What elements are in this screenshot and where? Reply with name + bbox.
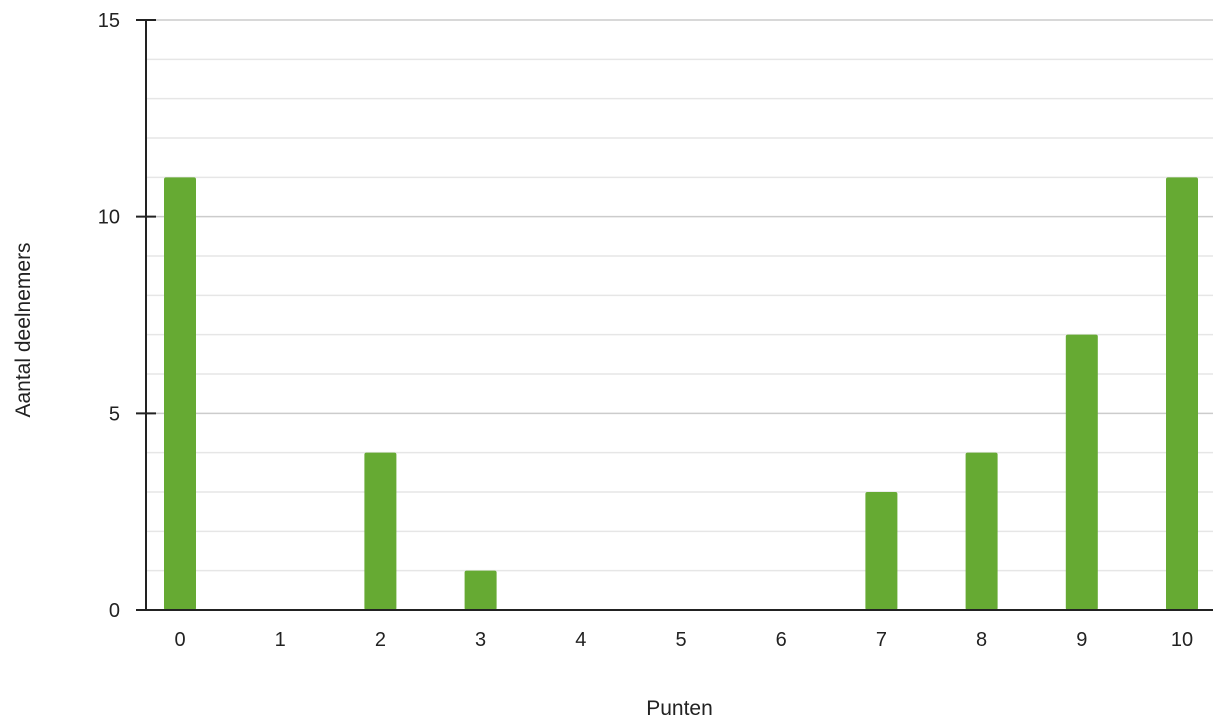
y-tick-label: 0: [109, 600, 120, 622]
y-tick-labels: 0 5 10 15: [98, 10, 156, 622]
y-tick-label: 10: [98, 207, 120, 229]
x-tick-label: 0: [174, 629, 185, 651]
bar: [1166, 177, 1198, 611]
x-tick-label: 8: [976, 629, 987, 651]
bar: [364, 452, 397, 610]
y-tick-label: 5: [109, 403, 120, 425]
x-tick-label: 9: [1076, 629, 1087, 651]
axes: [145, 20, 1213, 611]
x-axis-title: Punten: [646, 697, 713, 720]
bar: [164, 177, 196, 611]
x-tick-label: 3: [475, 629, 486, 651]
x-tick-label: 7: [876, 629, 887, 651]
gridlines: [146, 19, 1213, 572]
x-tick-labels: 0 1 2 3 4 5 6 7 8 9 10: [174, 629, 1193, 651]
bar: [865, 492, 898, 610]
x-tick-label: 1: [275, 629, 286, 651]
bars: [164, 177, 1198, 611]
bar: [464, 570, 497, 610]
x-tick-label: 4: [575, 629, 586, 651]
x-tick-label: 6: [776, 629, 787, 651]
y-tick-label: 15: [98, 10, 120, 32]
x-tick-label: 2: [375, 629, 386, 651]
y-axis-title: Aantal deelnemers: [12, 242, 35, 417]
x-tick-label: 5: [675, 629, 686, 651]
x-tick-label: 10: [1171, 629, 1193, 651]
bar: [1065, 334, 1098, 610]
bar: [965, 452, 998, 610]
